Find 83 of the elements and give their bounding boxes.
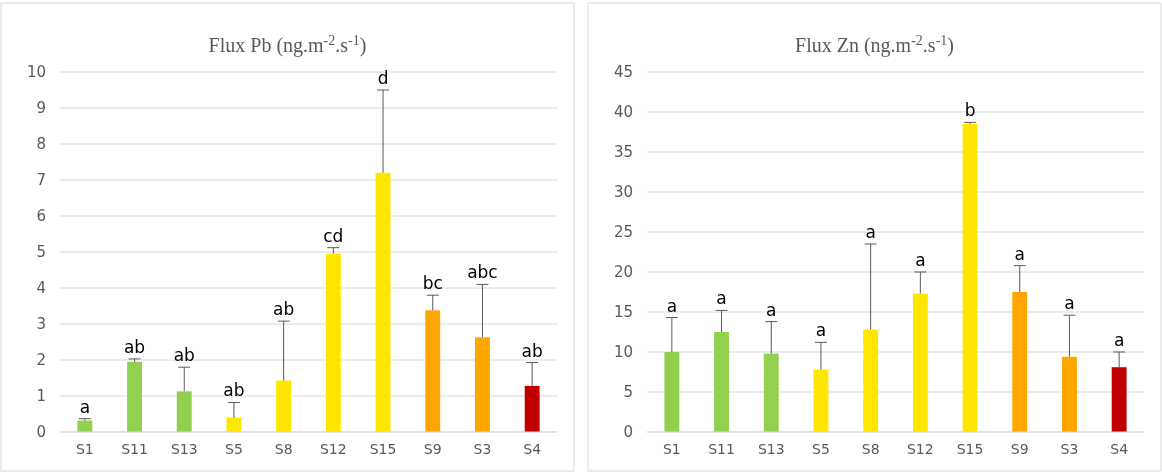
x-tick-label: S3 bbox=[473, 441, 492, 457]
x-tick-label: S1 bbox=[75, 441, 94, 457]
x-tick-label: S12 bbox=[320, 441, 347, 457]
x-tick-label: S11 bbox=[121, 441, 148, 457]
x-tick-label: S3 bbox=[1060, 441, 1079, 457]
x-tick-label: S13 bbox=[170, 441, 198, 457]
annotation: ab bbox=[223, 380, 245, 401]
bar bbox=[276, 380, 292, 432]
bar bbox=[127, 361, 143, 432]
y-tick-label: 5 bbox=[36, 243, 46, 262]
chart-title: Flux Zn (ng.m$^{-2}$.s$^{-1}$) bbox=[795, 32, 954, 57]
bar bbox=[863, 329, 879, 432]
annotation: a bbox=[865, 222, 876, 242]
bar bbox=[813, 369, 829, 432]
annotation: a bbox=[79, 396, 91, 417]
bar bbox=[912, 293, 928, 432]
bar bbox=[226, 417, 242, 432]
y-tick-label: 10 bbox=[26, 63, 46, 82]
y-tick-label: 20 bbox=[613, 263, 633, 282]
bar bbox=[1061, 356, 1077, 432]
bar bbox=[176, 391, 192, 432]
x-tick-label: S5 bbox=[812, 441, 830, 457]
x-tick-label: S15 bbox=[369, 441, 397, 457]
annotation: a bbox=[815, 320, 827, 341]
x-tick-label: S9 bbox=[1010, 441, 1029, 457]
annotation: bc bbox=[422, 273, 443, 294]
y-tick-label: 35 bbox=[613, 143, 633, 162]
x-tick-label: S1 bbox=[662, 441, 681, 457]
bar bbox=[425, 310, 441, 432]
bar bbox=[325, 253, 341, 432]
annotation: ab bbox=[273, 299, 295, 320]
x-tick-label: S9 bbox=[423, 441, 442, 457]
y-tick-label: 30 bbox=[613, 183, 633, 202]
y-tick-label: 25 bbox=[613, 223, 633, 242]
annotation: ab bbox=[123, 336, 146, 357]
y-tick-label: 10 bbox=[613, 343, 633, 362]
y-tick-label: 40 bbox=[613, 103, 633, 122]
x-tick-label: S13 bbox=[757, 441, 785, 457]
x-tick-label: S5 bbox=[225, 441, 243, 457]
annotation: a bbox=[1113, 330, 1125, 350]
annotation: abc bbox=[467, 262, 498, 283]
x-tick-label: S4 bbox=[1110, 441, 1129, 457]
annotation: ab bbox=[521, 340, 543, 361]
annotation: d bbox=[377, 68, 389, 88]
annotation: ab bbox=[173, 345, 195, 366]
bar bbox=[1012, 292, 1028, 432]
x-tick-label: S8 bbox=[861, 441, 880, 457]
y-tick-label: 0 bbox=[623, 423, 633, 442]
y-tick-label: 4 bbox=[36, 279, 46, 298]
y-tick-label: 0 bbox=[36, 423, 46, 442]
bar bbox=[475, 337, 490, 432]
chart-title: Flux Pb (ng.m$^{-2}$.s$^{-1}$) bbox=[208, 32, 367, 57]
y-tick-label: 6 bbox=[36, 207, 46, 226]
annotation: a bbox=[666, 295, 678, 316]
x-tick-label: S12 bbox=[907, 441, 934, 457]
annotation: a bbox=[1064, 293, 1075, 314]
y-tick-label: 8 bbox=[36, 135, 46, 154]
y-tick-label: 45 bbox=[613, 63, 633, 82]
y-tick-label: 1 bbox=[36, 387, 46, 406]
y-tick-label: 3 bbox=[36, 315, 46, 334]
annotation: a bbox=[915, 250, 926, 270]
y-tick-label: 7 bbox=[36, 171, 46, 190]
bar bbox=[1111, 367, 1127, 432]
bar bbox=[962, 124, 978, 432]
annotation: a bbox=[766, 299, 777, 320]
x-tick-label: S8 bbox=[274, 441, 293, 457]
bar bbox=[375, 172, 391, 432]
y-tick-label: 2 bbox=[36, 351, 46, 370]
annotation: cd bbox=[323, 225, 344, 246]
y-tick-label: 5 bbox=[623, 383, 633, 402]
x-tick-label: S4 bbox=[523, 441, 542, 457]
y-tick-label: 9 bbox=[36, 99, 46, 118]
bar bbox=[714, 332, 730, 432]
x-tick-label: S11 bbox=[708, 441, 735, 457]
annotation: a bbox=[1014, 243, 1025, 264]
bar bbox=[77, 420, 93, 432]
bar bbox=[763, 353, 779, 432]
annotation: a bbox=[716, 288, 727, 309]
bar bbox=[524, 385, 540, 432]
bar bbox=[664, 352, 680, 432]
x-tick-label: S15 bbox=[956, 441, 984, 457]
annotation: b bbox=[964, 100, 976, 121]
y-tick-label: 15 bbox=[613, 303, 633, 322]
